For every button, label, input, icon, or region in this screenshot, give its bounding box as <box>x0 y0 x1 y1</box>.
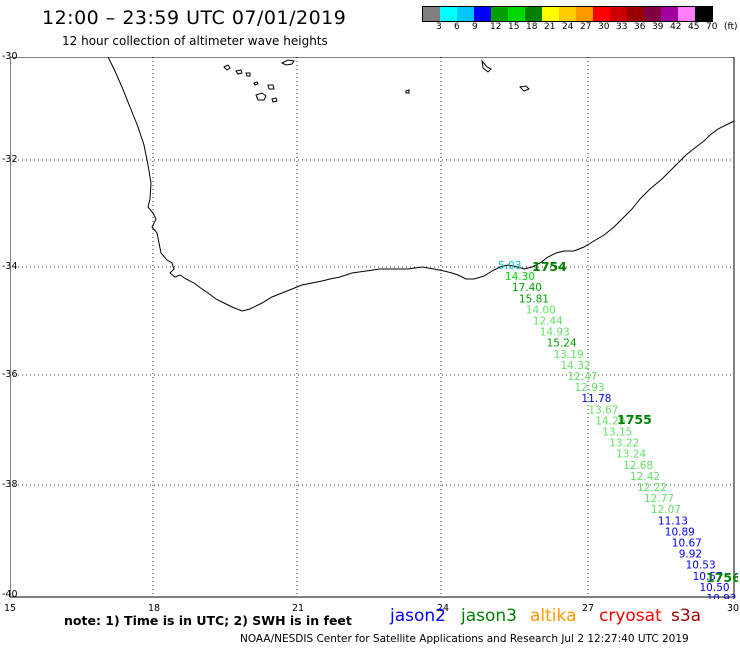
wave-height-label: 12.44 <box>533 316 563 328</box>
wave-height-label: 12.07 <box>651 504 681 516</box>
wave-height-label: 9.92 <box>679 549 702 561</box>
wave-height-label: 5.03 <box>498 260 521 272</box>
colorbar-label: 9 <box>472 22 478 32</box>
colorbar-label: 18 <box>526 22 538 32</box>
colorbar-swatch <box>457 7 474 21</box>
wave-height-label: 13.24 <box>616 449 646 461</box>
latitude-label: -36 <box>2 369 18 380</box>
colorbar-swatch <box>542 7 559 21</box>
latitude-label: -40 <box>2 589 18 600</box>
colorbar-swatch <box>610 7 627 21</box>
latitude-label: -38 <box>2 479 18 490</box>
wave-height-label: 15.24 <box>547 338 577 350</box>
colorbar-swatch <box>440 7 457 21</box>
wave-height-label: 14.32 <box>561 360 591 372</box>
colorbar-swatch <box>593 7 610 21</box>
pass-time-label: 1754 <box>532 259 567 274</box>
colorbar-swatch <box>644 7 661 21</box>
credit-line: NOAA/NESDIS Center for Satellite Applica… <box>240 633 689 645</box>
colorbar-label: 70 <box>706 22 718 32</box>
longitude-label: 21 <box>292 603 305 614</box>
colorbar-label: 24 <box>562 22 574 32</box>
wave-height-label: 10.92 <box>707 593 737 599</box>
wave-height-label: 10.89 <box>665 526 695 538</box>
wave-height-label: 12.77 <box>644 493 674 505</box>
wave-height-label: 11.13 <box>658 515 688 527</box>
wave-height-label: 14.00 <box>526 304 556 316</box>
units-note: note: 1) Time is in UTC; 2) SWH is in fe… <box>64 613 352 628</box>
map-frame <box>10 57 735 598</box>
colorbar-label: 21 <box>544 22 556 32</box>
wave-height-label: 13.19 <box>554 349 584 361</box>
longitude-label: 30 <box>727 603 740 614</box>
colorbar-label: 30 <box>598 22 610 32</box>
wave-height-label: 11.78 <box>581 393 611 405</box>
chart-title: 12:00 – 23:59 UTC 07/01/2019 <box>42 7 347 29</box>
satellite-legend-item: jason2 <box>390 606 446 626</box>
wave-height-label: 12.22 <box>637 482 667 494</box>
colorbar-label: (ft) <box>724 22 738 32</box>
graticule <box>10 57 734 597</box>
wave-height-label: 17.40 <box>512 282 542 294</box>
wave-height-label: 14.93 <box>540 327 570 339</box>
wave-height-label: 13.67 <box>588 404 618 416</box>
colorbar-swatch <box>474 7 491 21</box>
colorbar-swatch <box>491 7 508 21</box>
colorbar-labels: 3 6 9 12 15 18 21 24 27 30 33 36 39 42 45 70 (ft) <box>422 22 740 34</box>
wave-height-label: 10.53 <box>686 560 716 572</box>
colorbar-swatch <box>695 7 712 21</box>
wave-height-label: 14.29 <box>595 415 625 427</box>
wave-height-label: 10.50 <box>700 582 730 594</box>
track-labels: 5.0314.3017.4015.8114.0012.4414.9315.241… <box>498 259 738 599</box>
colorbar-swatch <box>508 7 525 21</box>
latitude-label: -32 <box>2 154 18 165</box>
colorbar-swatch <box>525 7 542 21</box>
wave-height-label: 14.30 <box>505 271 535 283</box>
satellite-legend-item: cryosat <box>599 606 662 626</box>
colorbar-swatch <box>559 7 576 21</box>
colorbar-label: 33 <box>616 22 628 32</box>
longitude-label: 24 <box>437 603 450 614</box>
colorbar-label: 3 <box>436 22 442 32</box>
coastline <box>107 57 735 312</box>
colorbar-label: 39 <box>652 22 664 32</box>
colorbar-swatch <box>678 7 695 21</box>
colorbar-label: 6 <box>454 22 460 32</box>
wave-height-label: 12.42 <box>630 471 660 483</box>
chart-subtitle: 12 hour collection of altimeter wave hei… <box>62 34 328 48</box>
satellite-legend-item: altika <box>530 606 577 626</box>
wave-height-label: 13.22 <box>609 438 639 450</box>
wave-height-label: 12.68 <box>623 460 653 472</box>
pass-time-label: 1756 <box>706 570 738 585</box>
satellite-legend-item: s3a <box>671 606 702 626</box>
wave-height-label: 15.81 <box>519 293 549 305</box>
satellite-legend-item: jason3 <box>461 606 517 626</box>
colorbar-label: 12 <box>490 22 502 32</box>
latitude-label: -30 <box>2 51 18 62</box>
pass-time-label: 1755 <box>617 412 652 427</box>
longitude-label: 18 <box>148 603 161 614</box>
longitude-label: 27 <box>582 603 595 614</box>
wave-height-colorbar <box>422 6 713 22</box>
wave-height-label: 13.15 <box>602 427 632 439</box>
colorbar-label: 36 <box>634 22 646 32</box>
colorbar-label: 42 <box>670 22 682 32</box>
wave-height-label: 10.57 <box>693 571 723 583</box>
colorbar-swatch <box>627 7 644 21</box>
colorbar-swatch <box>423 7 440 21</box>
longitude-label: 15 <box>4 603 17 614</box>
colorbar-label: 27 <box>580 22 592 32</box>
latitude-label: -34 <box>2 261 18 272</box>
colorbar-swatch <box>576 7 593 21</box>
wave-height-label: 12.47 <box>568 371 598 383</box>
colorbar-swatch <box>661 7 678 21</box>
colorbar-label: 45 <box>688 22 700 32</box>
altimeter-map: 5.0314.3017.4015.8114.0012.4414.9315.241… <box>10 57 738 599</box>
wave-height-label: 12.93 <box>575 382 605 394</box>
islands <box>223 59 530 103</box>
colorbar-label: 15 <box>508 22 520 32</box>
wave-height-label: 10.67 <box>672 538 702 550</box>
